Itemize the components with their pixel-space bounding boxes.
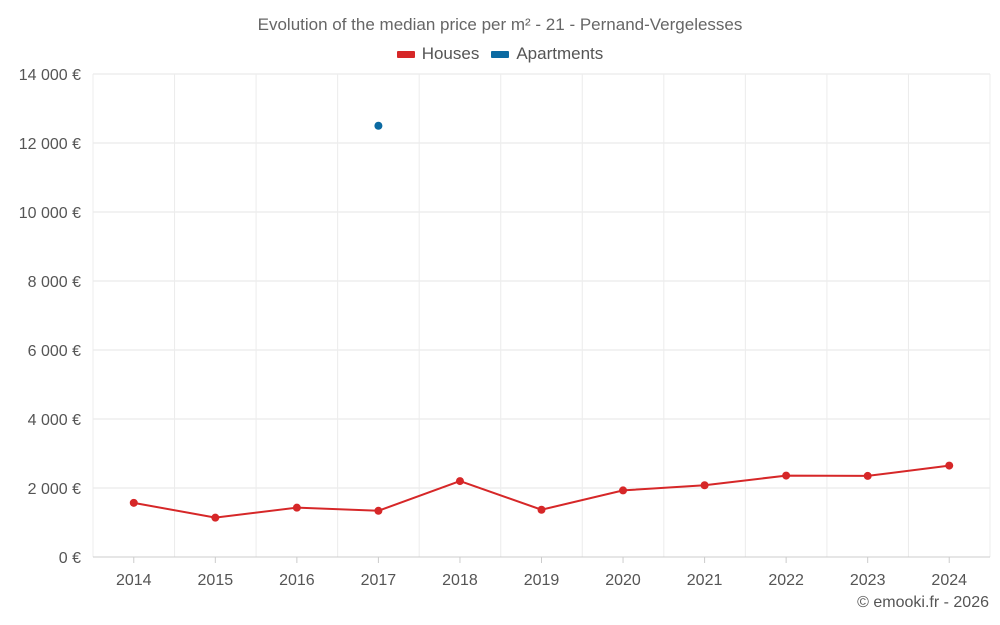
x-tick-label: 2021 bbox=[687, 572, 723, 589]
y-tick-label: 0 € bbox=[59, 550, 81, 567]
data-point-houses bbox=[129, 498, 138, 507]
x-tick-label: 2022 bbox=[768, 572, 804, 589]
y-tick-label: 12 000 € bbox=[19, 136, 81, 153]
x-tick-label: 2016 bbox=[279, 572, 315, 589]
data-point-houses bbox=[863, 471, 872, 480]
legend: Houses Apartments bbox=[0, 44, 1000, 64]
y-tick-label: 6 000 € bbox=[28, 343, 81, 360]
chart-title: Evolution of the median price per m² - 2… bbox=[257, 15, 743, 34]
data-point-houses bbox=[455, 477, 464, 486]
x-tick-label: 2024 bbox=[931, 572, 967, 589]
y-tick-label: 10 000 € bbox=[19, 205, 81, 222]
data-point-houses bbox=[537, 505, 546, 514]
y-tick-label: 14 000 € bbox=[19, 67, 81, 84]
y-tick-label: 2 000 € bbox=[28, 481, 81, 498]
x-tick-label: 2019 bbox=[524, 572, 560, 589]
data-point-houses bbox=[374, 506, 383, 515]
x-tick-label: 2017 bbox=[361, 572, 397, 589]
data-point-houses bbox=[619, 486, 628, 495]
data-point-apartments bbox=[374, 121, 383, 130]
credit-text: © emooki.fr - 2026 bbox=[857, 594, 989, 611]
data-point-houses bbox=[782, 471, 791, 480]
data-point-houses bbox=[211, 513, 220, 522]
legend-label-apartments: Apartments bbox=[516, 44, 604, 63]
data-point-houses bbox=[945, 461, 954, 470]
x-tick-label: 2014 bbox=[116, 572, 152, 589]
legend-label-houses: Houses bbox=[421, 44, 480, 63]
y-tick-label: 4 000 € bbox=[28, 412, 81, 429]
legend-item-apartments[interactable]: Apartments bbox=[491, 44, 603, 64]
x-tick-label: 2023 bbox=[850, 572, 886, 589]
y-tick-label: 8 000 € bbox=[28, 274, 81, 291]
legend-swatch-houses bbox=[396, 50, 415, 58]
x-tick-label: 2015 bbox=[198, 572, 234, 589]
x-tick-label: 2020 bbox=[605, 572, 641, 589]
legend-swatch-apartments bbox=[491, 50, 510, 58]
x-tick-label: 2018 bbox=[442, 572, 478, 589]
legend-item-houses[interactable]: Houses bbox=[396, 44, 480, 64]
data-point-houses bbox=[292, 503, 301, 512]
data-point-houses bbox=[700, 481, 709, 490]
